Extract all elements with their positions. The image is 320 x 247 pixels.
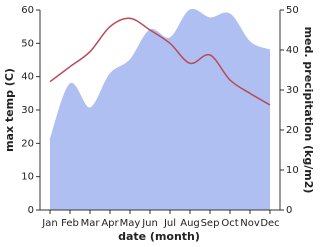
area-outline — [49, 8, 271, 141]
y-tick-label: 0 — [28, 205, 34, 216]
y2-tick-label: 0 — [286, 205, 292, 216]
x-tick-label: Apr — [101, 218, 119, 229]
x-tick-label: Jan — [41, 218, 57, 229]
x-tick-label: Dec — [260, 218, 279, 229]
y2-tick-label: 40 — [286, 45, 299, 56]
y-tick-label: 30 — [21, 105, 34, 116]
line — [49, 17, 271, 106]
y2-tick-label: 30 — [286, 85, 299, 96]
x-tick-label: Nov — [240, 218, 260, 229]
area-fill — [50, 9, 270, 210]
x-tick-label: Jun — [141, 218, 158, 229]
x-tick-label: May — [120, 218, 141, 229]
y2-tick-label: 50 — [286, 5, 299, 16]
y2-tick-label: 10 — [286, 165, 299, 176]
x-tick-label: Sep — [201, 218, 220, 229]
y-tick-label: 60 — [21, 5, 34, 16]
x-tick-label: Jul — [163, 218, 176, 229]
y2-tick-label: 20 — [286, 125, 299, 136]
y2-axis-title: med. precipitation (kg/m2) — [302, 27, 315, 194]
y-axis-title: max temp (C) — [3, 68, 16, 152]
y-tick-label: 10 — [21, 172, 34, 183]
x-tick-label: Oct — [221, 218, 238, 229]
y-tick-label: 20 — [21, 138, 34, 149]
x-tick-label: Aug — [180, 218, 200, 229]
x-axis-title: date (month) — [118, 230, 200, 243]
y-tick-label: 40 — [21, 72, 34, 83]
x-tick-label: Feb — [61, 218, 79, 229]
x-tick-label: Mar — [81, 218, 101, 229]
y-tick-label: 50 — [21, 38, 34, 49]
